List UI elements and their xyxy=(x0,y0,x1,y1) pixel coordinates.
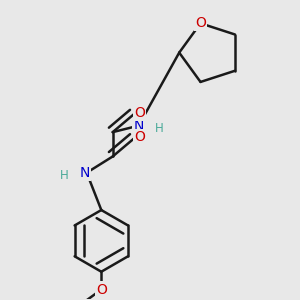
Text: O: O xyxy=(134,130,145,144)
Text: H: H xyxy=(60,169,68,182)
Text: O: O xyxy=(96,283,107,297)
Text: O: O xyxy=(134,106,145,120)
Text: N: N xyxy=(80,166,90,180)
Text: N: N xyxy=(134,119,144,133)
Text: O: O xyxy=(195,16,206,30)
Text: H: H xyxy=(155,122,164,135)
